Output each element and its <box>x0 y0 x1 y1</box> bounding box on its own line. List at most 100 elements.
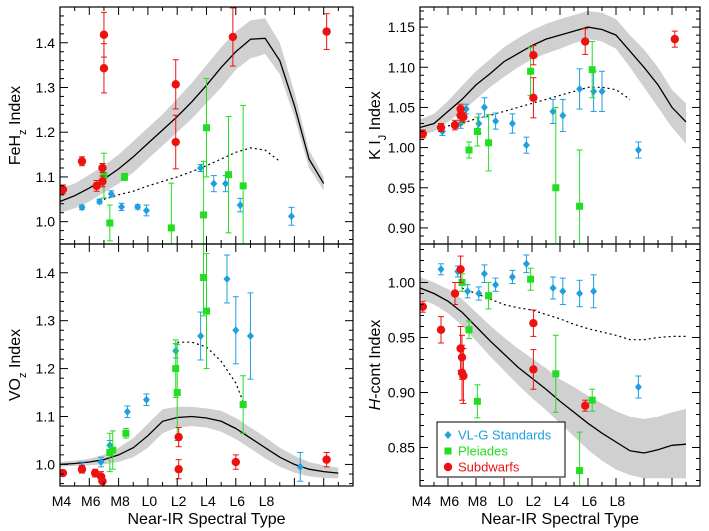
pleiades-point <box>465 146 473 154</box>
subdwarf-point <box>98 177 107 186</box>
subdwarf-point <box>529 319 538 328</box>
young-relation-line <box>103 147 281 200</box>
subdwarf-point <box>456 265 465 274</box>
y-tick-label: 1.3 <box>36 313 56 329</box>
pleiades-point <box>173 389 181 397</box>
vlg-point <box>590 287 598 296</box>
y-tick-label: 0.95 <box>388 180 415 196</box>
plot-area <box>420 254 687 486</box>
vlg-point <box>576 84 584 93</box>
subdwarf-point <box>529 51 538 60</box>
x-tick-label: L4 <box>554 493 570 509</box>
y-axis-label: FeHz Index <box>7 86 29 165</box>
pleiades-point <box>588 396 596 404</box>
vlg-point <box>508 119 516 128</box>
pleiades-point <box>485 292 493 300</box>
y-axis-label: K IJ Index <box>367 91 389 160</box>
vlg-point <box>634 146 642 155</box>
y-axis-label-tail: -cont Index <box>367 320 384 399</box>
subdwarf-point <box>529 365 538 374</box>
legend-label: Subdwarfs <box>458 460 520 475</box>
subdwarf-point <box>450 120 460 130</box>
pleiades-point <box>239 401 247 409</box>
subdwarf-point <box>670 34 679 44</box>
vlg-point <box>296 462 304 471</box>
y-axis-label-tail: Index <box>7 329 24 373</box>
subdwarf-point <box>228 32 238 42</box>
y-tick-label: 1.00 <box>388 140 415 156</box>
vlg-point <box>223 274 231 283</box>
scatter-band <box>60 406 339 479</box>
pleiades-point <box>203 124 210 132</box>
vlg-point <box>96 197 104 206</box>
legend-marker-diamond <box>444 431 452 439</box>
x-tick-label: L8 <box>610 493 626 509</box>
vlg-point <box>559 287 567 296</box>
x-tick-label: L0 <box>498 493 514 509</box>
x-tick-label: M8 <box>468 493 488 509</box>
pleiades-point <box>203 307 210 315</box>
vlg-point <box>236 201 244 210</box>
y-axis-label-main: H <box>367 398 384 410</box>
legend-label: Pleiades <box>458 444 508 459</box>
scatter-band <box>60 18 324 213</box>
y-axis-label: VOz Index <box>7 329 29 401</box>
panel-top-right: 0.90 0.95 1.00 1.05 1.10 1.15 K IJ Index <box>367 6 701 245</box>
subdwarf-point <box>581 401 590 410</box>
x-tick-label: M8 <box>110 493 130 509</box>
x-axis-label: Near-IR Spectral Type <box>481 511 639 528</box>
young-relation-line <box>461 287 686 341</box>
subdwarf-point <box>231 457 240 467</box>
pleiades-point <box>527 67 535 75</box>
legend-marker-circle <box>443 462 453 472</box>
vlg-point <box>480 269 488 278</box>
subdwarf-point <box>322 27 331 36</box>
y-tick-label: 1.0 <box>36 214 56 230</box>
vlg-point <box>475 119 483 128</box>
y-tick-label: 1.10 <box>388 59 415 75</box>
young-relation-line <box>177 341 247 410</box>
legend-label: VL-G Standards <box>458 428 552 443</box>
vlg-point <box>549 107 557 116</box>
vlg-point <box>197 332 205 341</box>
vlg-point <box>232 326 240 335</box>
subdwarf-point <box>581 37 590 46</box>
subdwarf-point <box>99 30 109 39</box>
mean-relation-line <box>420 287 687 454</box>
pleiades-point <box>109 446 117 454</box>
y-tick-label: 1.1 <box>36 169 56 185</box>
x-tick-label: L8 <box>259 493 275 509</box>
vlg-point <box>123 407 131 416</box>
subdwarf-point <box>98 477 107 486</box>
subdwarf-point <box>174 432 183 442</box>
pleiades-point <box>485 139 493 147</box>
vlg-point <box>437 265 445 274</box>
pleiades-point <box>120 173 128 181</box>
pleiades-point <box>473 128 481 136</box>
x-tick-label: M4 <box>412 493 432 509</box>
pleiades-point <box>239 182 247 190</box>
y-axis-label-main: FeH <box>7 135 24 165</box>
vlg-point <box>508 273 516 281</box>
y-axis-label-subscript: z <box>17 372 29 378</box>
y-tick-label: 1.2 <box>36 361 56 377</box>
subdwarf-point <box>459 112 468 122</box>
vlg-point <box>78 203 86 212</box>
scatter-band <box>420 11 686 144</box>
vlg-point <box>107 189 115 198</box>
pleiades-point <box>167 224 175 232</box>
vlg-point <box>522 141 530 150</box>
legend-box <box>436 421 566 478</box>
vlg-point <box>559 111 567 120</box>
vlg-point <box>222 179 230 188</box>
x-tick-label: L4 <box>200 493 216 509</box>
plot-area <box>60 244 339 486</box>
pleiades-point <box>224 171 232 179</box>
panel-bottom-right: 0.85 0.90 0.95 1.00 H-cont Index M4 M6 M8 L0 L2 L4… <box>367 243 701 528</box>
subdwarf-point <box>60 185 68 194</box>
subdwarf-point <box>174 465 183 474</box>
y-tick-label: 0.85 <box>388 440 415 456</box>
subdwarf-point <box>436 123 446 132</box>
y-tick-label: 1.1 <box>36 409 56 425</box>
